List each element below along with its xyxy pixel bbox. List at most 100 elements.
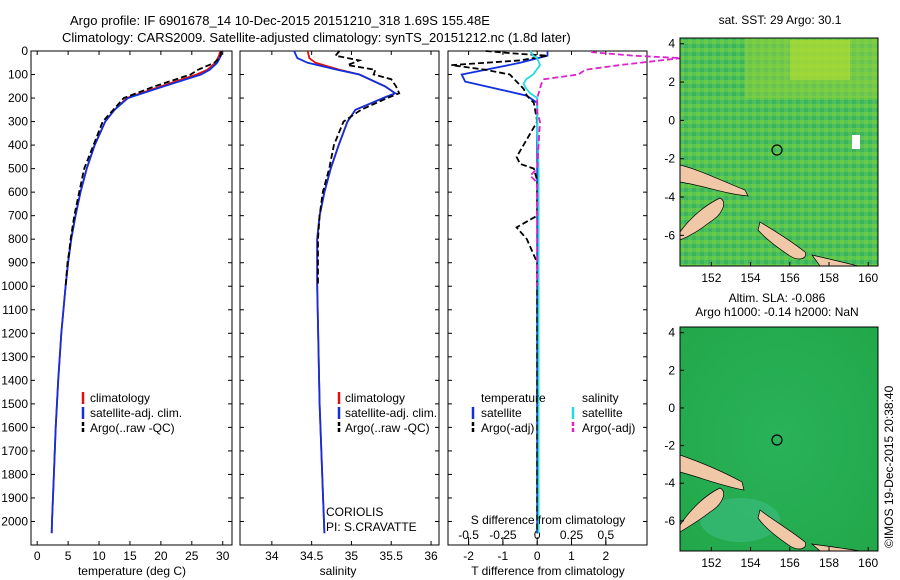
sst-lat-tick-label: -2 — [664, 152, 675, 166]
diff-legend-label-t-argo: Argo(-adj) — [481, 421, 534, 435]
pi-label: PI: S.CRAVATTE — [326, 520, 417, 534]
sla-lat-tick-label: 0 — [668, 401, 675, 415]
legend-label-argo: Argo(..raw -QC) — [90, 421, 175, 435]
depth-tick-label: 1800 — [1, 467, 28, 481]
sla-land-choiseul — [810, 543, 861, 551]
sla-argo-location-marker — [771, 434, 783, 446]
depth-tick-label: 1000 — [1, 279, 28, 293]
depth-tick-label: 0 — [21, 44, 28, 58]
diff-s-tick-label: 0.25 — [560, 528, 584, 542]
sst-lon-tick-label: 158 — [819, 271, 839, 285]
sla-lon-tick-label: 160 — [858, 556, 878, 570]
sst-map-frame — [679, 37, 879, 267]
sla-map — [679, 326, 879, 552]
temperature-axes — [30, 50, 233, 546]
legend-label-climatology: climatology — [90, 391, 150, 405]
sst-map-title: sat. SST: 29 Argo: 30.1 — [719, 13, 842, 27]
temp-series-satellite-adj-clim — [50, 50, 223, 534]
depth-tick-label: 800 — [8, 232, 28, 246]
sst-lat-tick-label: 2 — [668, 75, 675, 89]
depth-tick-label: 1600 — [1, 420, 28, 434]
depth-tick-label: 1200 — [1, 326, 28, 340]
sst-lat-tick-label: -6 — [664, 228, 675, 242]
sst-map-axes: 152 154 156 158 160 -6 -4 -2 0 2 4 — [664, 37, 878, 285]
header-line2: Climatology: CARS2009. Satellite-adjuste… — [62, 30, 571, 45]
sla-lon-tick-label: 154 — [741, 556, 761, 570]
sla-lat-tick-label: -6 — [664, 514, 675, 528]
diff-legend-header-temperature: temperature — [481, 391, 546, 405]
temp-series-climatology — [50, 50, 222, 534]
sla-lat-tick-label: 2 — [668, 363, 675, 377]
temp-xtick-label: 15 — [123, 549, 137, 563]
diff-xtick-label: 2 — [602, 549, 609, 563]
sal-legend-label-argo: Argo(..raw -QC) — [345, 421, 430, 435]
depth-tick-label: 1900 — [1, 491, 28, 505]
depth-tick-label: 400 — [8, 138, 28, 152]
temp-xtick-label: 30 — [216, 549, 230, 563]
diff-s-tick-label: -0.25 — [489, 528, 517, 542]
depth-tick-label: 2000 — [1, 514, 28, 528]
sla-land-new-ireland — [680, 487, 724, 533]
diff-legend-label-t-satellite: satellite — [481, 406, 522, 420]
sst-lon-tick-label: 160 — [858, 271, 878, 285]
sal-series-argo-raw-qc — [317, 50, 401, 287]
diff-series-s-argo-adj — [529, 51, 682, 287]
diff-legend-header-salinity: salinity — [582, 391, 619, 405]
header-line1: Argo profile: IF 6901678_14 10-Dec-2015 … — [70, 13, 490, 28]
depth-tick-label: 1400 — [1, 373, 28, 387]
sst-lat-tick-label: 4 — [668, 37, 675, 51]
sla-land-new-britain — [680, 454, 745, 491]
depth-tick-label: 100 — [8, 68, 28, 82]
sla-map-title-line2: Argo h1000: -0.14 h2000: NaN — [695, 305, 858, 319]
temp-series-argo-raw-qc — [64, 50, 223, 287]
sal-legend-label-climatology: climatology — [345, 391, 405, 405]
salinity-axes — [239, 50, 440, 546]
diff-series-t-argo-adj — [451, 50, 548, 534]
sla-lat-tick-label: -4 — [664, 476, 675, 490]
depth-tick-label: 600 — [8, 185, 28, 199]
sla-features — [680, 454, 861, 551]
depth-tick-label: 1700 — [1, 444, 28, 458]
sla-lat-tick-label: 4 — [668, 326, 675, 340]
sst-land-new-ireland — [680, 197, 724, 241]
salinity-xlabel: salinity — [320, 564, 357, 578]
temp-xtick-label: 5 — [65, 549, 72, 563]
salinity-plot: 34 34.5 35 35.5 36 — [240, 50, 439, 563]
depth-tick-label: 1300 — [1, 350, 28, 364]
diff-series-s-satellite — [522, 50, 542, 534]
sst-cloud-mask — [852, 135, 860, 149]
data-center-label: CORIOLIS — [326, 505, 383, 519]
difference-xlabel: T difference from climatology — [471, 564, 625, 578]
sst-land-new-britain — [680, 164, 749, 197]
diff-legend-label-s-argo: Argo(-adj) — [582, 421, 635, 435]
sst-lon-tick-label: 156 — [780, 271, 800, 285]
diff-xtick-label: -2 — [463, 549, 474, 563]
depth-tick-label: 300 — [8, 115, 28, 129]
sla-lat-tick-label: -2 — [664, 439, 675, 453]
sal-xtick-label: 35 — [345, 549, 359, 563]
sst-lat-tick-label: -4 — [664, 190, 675, 204]
depth-tick-label: 900 — [8, 256, 28, 270]
depth-tick-label: 500 — [8, 162, 28, 176]
salinity-legend: climatology satellite-adj. clim. Argo(..… — [326, 391, 437, 534]
diff-xtick-label: 0 — [534, 549, 541, 563]
sla-land-bougainville — [757, 509, 806, 550]
diff-s-tick-label: 0.5 — [597, 528, 614, 542]
sla-lon-tick-label: 158 — [819, 556, 839, 570]
temperature-legend: climatology satellite-adj. clim. Argo(..… — [81, 391, 182, 435]
sst-lon-tick-label: 152 — [701, 271, 721, 285]
diff-xtick-label: 1 — [568, 549, 575, 563]
temperature-plot: 0100200300400500600700800900100011001200… — [1, 44, 232, 563]
depth-tick-label: 1100 — [2, 303, 28, 317]
sla-map-title-line1: Altim. SLA: -0.086 — [729, 291, 826, 305]
sal-xtick-label: 34.5 — [300, 549, 324, 563]
diff-s-tick-label: 0 — [534, 528, 541, 542]
temp-xtick-label: 25 — [185, 549, 199, 563]
sst-warm-patch — [790, 40, 850, 80]
difference-legend: temperature salinity satellite Argo(-adj… — [471, 391, 635, 435]
sla-lon-tick-label: 156 — [780, 556, 800, 570]
temp-xtick-label: 20 — [154, 549, 168, 563]
sst-land-bougainville — [757, 221, 806, 260]
